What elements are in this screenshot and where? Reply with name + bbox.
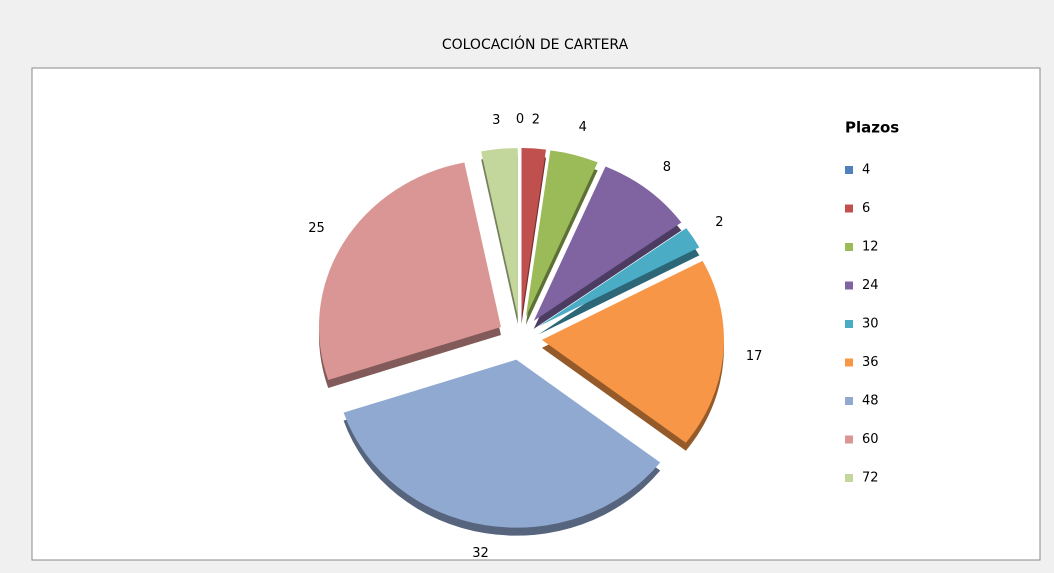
legend-swatch	[845, 474, 853, 482]
legend-label: 24	[862, 278, 879, 293]
legend-label: 6	[862, 201, 870, 216]
data-label: 8	[663, 160, 671, 175]
data-label: 2	[715, 215, 723, 230]
slice	[521, 148, 547, 317]
data-label: 0	[516, 112, 524, 127]
legend-label: 30	[862, 317, 879, 332]
chart-title: COLOCACIÓN DE CARTERA	[442, 35, 629, 53]
slice	[318, 162, 501, 380]
data-label: 32	[472, 546, 489, 561]
legend-swatch	[845, 243, 853, 251]
legend-swatch	[845, 166, 853, 174]
legend-swatch	[845, 435, 853, 444]
legend-label: 72	[862, 471, 879, 486]
data-label: 2	[532, 112, 540, 127]
slice	[533, 166, 682, 321]
legend-swatch	[845, 397, 853, 405]
legend-label: 4	[862, 163, 870, 178]
slice	[538, 228, 700, 327]
legend-swatch	[845, 281, 853, 290]
data-label: 3	[492, 113, 500, 128]
slice	[541, 260, 724, 443]
data-label: 4	[579, 120, 587, 135]
legend-label: 60	[862, 432, 879, 447]
slice	[343, 359, 661, 528]
data-label: 17	[746, 349, 763, 364]
legend-swatch	[845, 320, 853, 328]
legend-label: 12	[862, 240, 879, 255]
legend-swatch	[845, 358, 853, 367]
legend-title: Plazos	[845, 119, 899, 137]
legend-swatch	[845, 204, 853, 213]
legend-label: 48	[862, 394, 879, 409]
data-label: 25	[308, 221, 325, 236]
slice	[525, 150, 598, 317]
legend-label: 36	[862, 355, 879, 370]
slice	[481, 148, 518, 317]
